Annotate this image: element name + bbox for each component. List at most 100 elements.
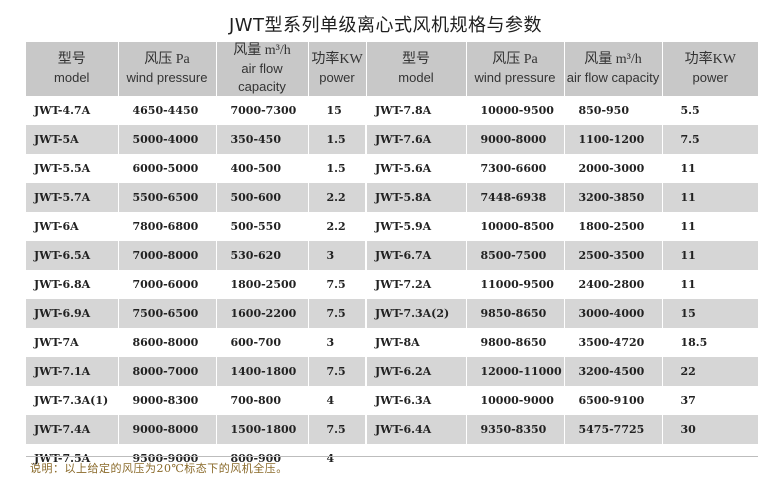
model-cell: JWT-6.4A	[366, 415, 467, 444]
air-flow-cell: 600-700	[216, 328, 309, 357]
model-cell: JWT-6.2A	[366, 357, 467, 386]
wind-pressure-cell: 8500-7500	[466, 241, 565, 270]
air-flow-cell: 7000-7300	[216, 96, 309, 125]
header-wind-pressure-2: 风压 Pa wind pressure	[466, 42, 565, 96]
wind-pressure-cell: 7448-6938	[466, 183, 565, 212]
air-flow-cell: 2400-2800	[564, 270, 663, 299]
power-cell: 15	[308, 96, 367, 125]
header-model-2: 型号 model	[366, 42, 467, 96]
power-cell: 2.2	[308, 212, 367, 241]
table-row: JWT-7.5A 9500-9000 800-900 4	[26, 444, 758, 473]
power-cell: 11	[662, 270, 758, 299]
wind-pressure-cell: 7000-6000	[118, 270, 217, 299]
header-model: 型号 model	[26, 42, 119, 96]
model-cell: JWT-7.3A(1)	[26, 386, 119, 415]
air-flow-cell: 3500-4720	[564, 328, 663, 357]
header-wind-pressure: 风压 Pa wind pressure	[118, 42, 217, 96]
header-air-flow-2: 风量 m³/h air flow capacity	[564, 42, 663, 96]
air-flow-cell: 6500-9100	[564, 386, 663, 415]
power-cell: 30	[662, 415, 758, 444]
wind-pressure-cell: 9000-8000	[118, 415, 217, 444]
air-flow-cell: 800-900	[216, 444, 309, 473]
wind-pressure-cell: 9000-8300	[118, 386, 217, 415]
air-flow-cell: 3200-4500	[564, 357, 663, 386]
air-flow-cell: 5475-7725	[564, 415, 663, 444]
model-cell: JWT-5.5A	[26, 154, 119, 183]
table-row: JWT-6.8A 7000-6000 1800-2500 7.5 JWT-7.2A 110…	[26, 270, 758, 299]
air-flow-cell: 530-620	[216, 241, 309, 270]
wind-pressure-cell: 7800-6800	[118, 212, 217, 241]
power-cell: 22	[662, 357, 758, 386]
air-flow-cell: 850-950	[564, 96, 663, 125]
model-cell: JWT-7.2A	[366, 270, 467, 299]
table-row: JWT-5.5A 6000-5000 400-500 1.5 JWT-5.6A 7300-…	[26, 154, 758, 183]
air-flow-cell: 700-800	[216, 386, 309, 415]
table-row: JWT-5.7A 5500-6500 500-600 2.2 JWT-5.8A 7448-…	[26, 183, 758, 212]
wind-pressure-cell: 7300-6600	[466, 154, 565, 183]
air-flow-cell: 500-550	[216, 212, 309, 241]
model-cell: JWT-5.6A	[366, 154, 467, 183]
air-flow-cell: 1400-1800	[216, 357, 309, 386]
model-cell: JWT-7.5A	[26, 444, 119, 473]
page-title: JWT型系列单级离心式风机规格与参数	[228, 15, 543, 36]
model-cell: JWT-7.1A	[26, 357, 119, 386]
model-cell: JWT-8A	[366, 328, 467, 357]
model-cell: JWT-7A	[26, 328, 119, 357]
air-flow-cell: 350-450	[216, 125, 309, 154]
model-cell: JWT-5.7A	[26, 183, 119, 212]
power-cell: 18.5	[662, 328, 758, 357]
model-cell: JWT-7.8A	[366, 96, 467, 125]
wind-pressure-cell: 9500-9000	[118, 444, 217, 473]
wind-pressure-cell: 5000-4000	[118, 125, 217, 154]
model-cell: JWT-5.9A	[366, 212, 467, 241]
wind-pressure-cell: 10000-8500	[466, 212, 565, 241]
model-cell: JWT-5A	[26, 125, 119, 154]
wind-pressure-cell: 9800-8650	[466, 328, 565, 357]
table-body: JWT-4.7A 4650-4450 7000-7300 15 JWT-7.8A 1000…	[26, 96, 758, 473]
power-cell: 2.2	[308, 183, 367, 212]
power-cell: 11	[662, 183, 758, 212]
model-cell: JWT-7.6A	[366, 125, 467, 154]
model-cell: JWT-4.7A	[26, 96, 119, 125]
power-cell: 11	[662, 154, 758, 183]
header-air-flow: 风量 m³/h air flow capacity	[216, 42, 309, 96]
table-row: JWT-7.4A 9000-8000 1500-1800 7.5 JWT-6.4A 935…	[26, 415, 758, 444]
wind-pressure-cell: 10000-9500	[466, 96, 565, 125]
power-cell: 3	[308, 241, 367, 270]
air-flow-cell: 400-500	[216, 154, 309, 183]
air-flow-cell: 3200-3850	[564, 183, 663, 212]
air-flow-cell: 500-600	[216, 183, 309, 212]
wind-pressure-cell	[466, 444, 565, 473]
power-cell: 7.5	[308, 299, 367, 328]
model-cell: JWT-7.3A(2)	[366, 299, 467, 328]
power-cell: 5.5	[662, 96, 758, 125]
wind-pressure-cell: 10000-9000	[466, 386, 565, 415]
wind-pressure-cell: 8600-8000	[118, 328, 217, 357]
model-cell: JWT-5.8A	[366, 183, 467, 212]
wind-pressure-cell: 7500-6500	[118, 299, 217, 328]
table-row: JWT-7.3A(1) 9000-8300 700-800 4 JWT-6.3A 1000…	[26, 386, 758, 415]
power-cell: 15	[662, 299, 758, 328]
table-row: JWT-7.1A 8000-7000 1400-1800 7.5 JWT-6.2A 120…	[26, 357, 758, 386]
air-flow-cell: 1600-2200	[216, 299, 309, 328]
table-row: JWT-6.5A 7000-8000 530-620 3 JWT-6.7A 8500-75…	[26, 241, 758, 270]
air-flow-cell: 1500-1800	[216, 415, 309, 444]
model-cell	[366, 444, 467, 473]
wind-pressure-cell: 5500-6500	[118, 183, 217, 212]
model-cell: JWT-6.3A	[366, 386, 467, 415]
air-flow-cell: 2500-3500	[564, 241, 663, 270]
power-cell: 7.5	[308, 270, 367, 299]
table-row: JWT-6.9A 7500-6500 1600-2200 7.5 JWT-7.3A(2)…	[26, 299, 758, 328]
model-cell: JWT-6A	[26, 212, 119, 241]
model-cell: JWT-6.8A	[26, 270, 119, 299]
footnote: 说明：以上给定的风压为20℃标态下的风机全压。	[30, 462, 288, 475]
table-row: JWT-5A 5000-4000 350-450 1.5 JWT-7.6A 9000-80…	[26, 125, 758, 154]
wind-pressure-cell: 4650-4450	[118, 96, 217, 125]
table-row: JWT-7A 8600-8000 600-700 3 JWT-8A 9800-8650 35…	[26, 328, 758, 357]
wind-pressure-cell: 8000-7000	[118, 357, 217, 386]
power-cell: 11	[662, 241, 758, 270]
air-flow-cell: 1800-2500	[564, 212, 663, 241]
wind-pressure-cell: 9850-8650	[466, 299, 565, 328]
power-cell: 1.5	[308, 154, 367, 183]
air-flow-cell	[564, 444, 663, 473]
